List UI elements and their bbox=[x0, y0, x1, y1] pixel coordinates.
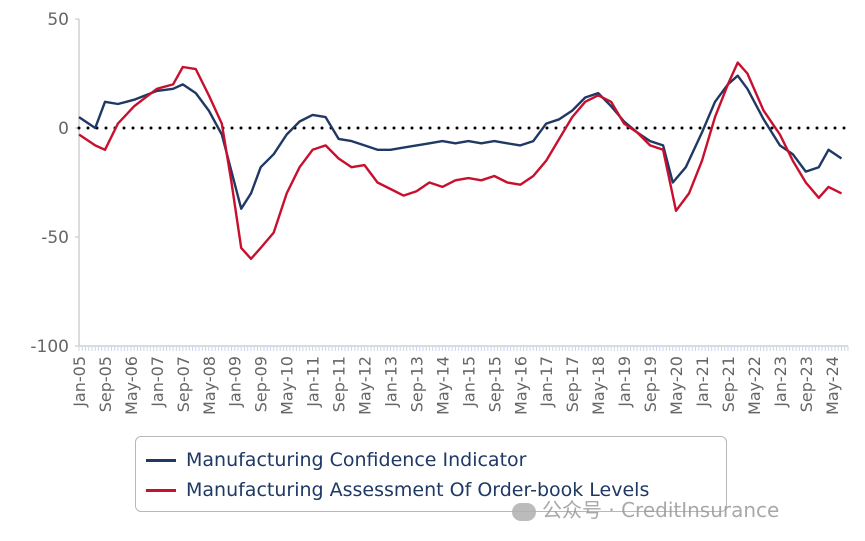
x-tick-label: Sep-09 bbox=[252, 356, 271, 412]
x-tick-label: May-18 bbox=[589, 356, 608, 415]
y-tick-label: -100 bbox=[30, 337, 69, 357]
x-tick-label: Jan-09 bbox=[226, 356, 245, 408]
legend-swatch-orderbook bbox=[146, 488, 176, 492]
x-tick-label: Sep-05 bbox=[96, 356, 115, 412]
x-axis: Jan-05 Sep-05 May-06 Jan-07 Sep-07 May-08 Jan-… bbox=[70, 346, 849, 415]
watermark: 公众号 · CreditInsurance bbox=[512, 494, 779, 523]
legend: Manufacturing Confidence Indicator Manuf… bbox=[135, 436, 727, 512]
x-tick-label: Sep-13 bbox=[407, 356, 426, 412]
x-tick-label: May-14 bbox=[433, 356, 452, 415]
series-line-confidence bbox=[78, 74, 843, 210]
legend-label-orderbook: Manufacturing Assessment Of Order-book L… bbox=[186, 479, 650, 501]
x-tick-label: May-16 bbox=[511, 356, 530, 415]
x-tick-label: Jan-15 bbox=[459, 356, 478, 408]
y-tick-label: 50 bbox=[47, 10, 69, 30]
line-chart: 50 0 -50 -100 Jan-05 Sep-05 May-06 Jan-07 Sep-0… bbox=[30, 10, 850, 415]
plot-area bbox=[77, 19, 850, 347]
x-tick-label: May-24 bbox=[823, 356, 842, 415]
legend-item-orderbook: Manufacturing Assessment Of Order-book L… bbox=[146, 477, 649, 503]
x-tick-label: Jan-07 bbox=[148, 356, 167, 408]
x-tick-label: May-10 bbox=[278, 356, 297, 415]
x-tick-label: May-12 bbox=[356, 356, 375, 415]
x-tick-label: Sep-21 bbox=[719, 356, 738, 412]
x-tick-label: Jan-21 bbox=[693, 356, 712, 408]
legend-item-confidence: Manufacturing Confidence Indicator bbox=[146, 447, 526, 473]
x-tick-label: Jan-17 bbox=[537, 356, 556, 408]
x-tick-label: May-06 bbox=[122, 356, 141, 415]
series-line-orderbook bbox=[78, 61, 843, 260]
x-tick-label: May-08 bbox=[200, 356, 219, 415]
y-tick-label: 0 bbox=[58, 119, 69, 139]
series-layer bbox=[78, 61, 843, 260]
x-tick-label: Sep-07 bbox=[174, 356, 193, 412]
x-tick-label: Jan-13 bbox=[381, 356, 400, 408]
x-tick-label: Jan-05 bbox=[70, 356, 89, 408]
y-axis: 50 0 -50 -100 bbox=[30, 10, 79, 357]
legend-label-confidence: Manufacturing Confidence Indicator bbox=[186, 449, 527, 471]
x-tick-label: Jan-19 bbox=[615, 356, 634, 408]
x-tick-label: May-22 bbox=[745, 356, 764, 415]
x-tick-label: Jan-23 bbox=[771, 356, 790, 408]
legend-swatch-confidence bbox=[146, 458, 176, 462]
wechat-icon bbox=[512, 502, 536, 521]
y-tick-label: -50 bbox=[41, 228, 69, 248]
x-tick-label: Sep-19 bbox=[641, 356, 660, 412]
watermark-text: 公众号 · CreditInsurance bbox=[542, 498, 780, 522]
x-tick-label: Sep-15 bbox=[485, 356, 504, 412]
x-tick-label: Sep-23 bbox=[797, 356, 816, 412]
x-tick-label: May-20 bbox=[667, 356, 686, 415]
x-tick-label: Jan-11 bbox=[304, 356, 323, 408]
x-tick-label: Sep-17 bbox=[563, 356, 582, 412]
x-tick-label: Sep-11 bbox=[330, 356, 349, 412]
